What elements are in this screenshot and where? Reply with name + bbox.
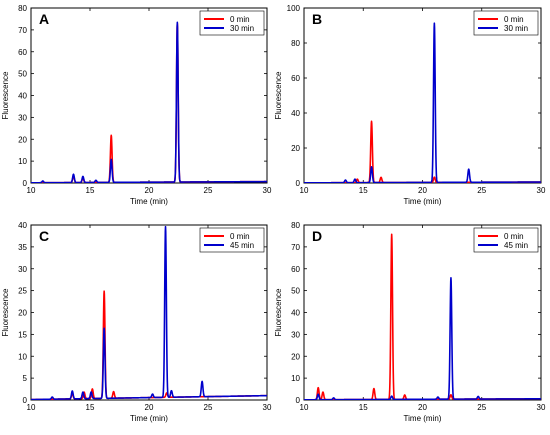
series-line-0-min: [31, 290, 267, 400]
y-axis-label: Fluorescence: [274, 288, 283, 337]
legend-label: 0 min: [230, 15, 250, 24]
panel-letter: D: [312, 228, 322, 244]
y-tick-label: 50: [291, 287, 300, 296]
x-tick-label: 15: [86, 186, 95, 195]
y-tick-label: 30: [291, 330, 300, 339]
x-tick-label: 30: [537, 186, 546, 195]
y-tick-label: 50: [18, 70, 27, 79]
y-tick-label: 10: [291, 374, 300, 383]
y-tick-label: 70: [18, 26, 27, 35]
y-tick-label: 5: [23, 374, 28, 383]
y-tick-label: 60: [291, 74, 300, 83]
legend-box: [199, 10, 265, 36]
panel-letter: A: [39, 11, 49, 27]
y-tick-label: 0: [23, 396, 28, 405]
y-tick-label: 0: [296, 179, 301, 188]
legend-label: 0 min: [230, 232, 250, 241]
legend-label: 0 min: [504, 232, 524, 241]
series-line-0-min: [304, 233, 541, 400]
x-tick-label: 15: [359, 186, 368, 195]
panel-letter: B: [312, 11, 322, 27]
y-tick-label: 80: [291, 39, 300, 48]
x-tick-label: 20: [145, 186, 154, 195]
legend-box: [473, 227, 539, 253]
x-tick-label: 25: [204, 403, 213, 412]
y-tick-label: 40: [18, 221, 27, 230]
y-tick-label: 40: [291, 109, 300, 118]
y-tick-label: 30: [18, 265, 27, 274]
x-axis-label: Time (min): [130, 414, 168, 423]
legend-box: [473, 10, 539, 36]
legend-label: 45 min: [504, 241, 528, 250]
legend-label: 30 min: [230, 24, 254, 33]
y-tick-label: 30: [18, 113, 27, 122]
x-tick-label: 25: [477, 186, 486, 195]
y-tick-label: 100: [287, 4, 301, 13]
x-tick-label: 20: [418, 186, 427, 195]
y-tick-label: 60: [18, 48, 27, 57]
x-axis-label: Time (min): [130, 197, 168, 206]
y-tick-label: 20: [291, 144, 300, 153]
legend-label: 0 min: [504, 15, 524, 24]
y-tick-label: 25: [18, 287, 27, 296]
series-line-45-min: [304, 276, 541, 400]
x-tick-label: 10: [300, 403, 309, 412]
x-tick-label: 20: [418, 403, 427, 412]
legend-box: [199, 227, 265, 253]
series-line-0-min: [31, 22, 267, 183]
y-tick-label: 10: [18, 157, 27, 166]
y-tick-label: 40: [18, 92, 27, 101]
x-tick-label: 10: [300, 186, 309, 195]
series-line-30-min: [31, 21, 267, 183]
x-tick-label: 15: [86, 403, 95, 412]
y-tick-label: 20: [18, 135, 27, 144]
x-tick-label: 30: [537, 403, 546, 412]
y-axis-label: Fluorescence: [1, 71, 10, 120]
y-tick-label: 80: [18, 4, 27, 13]
y-axis-label: Fluorescence: [1, 288, 10, 337]
y-axis-label: Fluorescence: [274, 71, 283, 120]
panel-letter: C: [39, 228, 49, 244]
x-tick-label: 30: [263, 403, 272, 412]
x-axis-label: Time (min): [404, 414, 442, 423]
y-tick-label: 10: [18, 352, 27, 361]
series-line-30-min: [304, 22, 541, 183]
legend-label: 45 min: [230, 241, 254, 250]
series-line-45-min: [31, 225, 267, 400]
x-tick-label: 25: [204, 186, 213, 195]
x-tick-label: 10: [27, 186, 36, 195]
legend-label: 30 min: [504, 24, 528, 33]
x-tick-label: 20: [145, 403, 154, 412]
x-axis-label: Time (min): [404, 197, 442, 206]
y-tick-label: 0: [296, 396, 301, 405]
y-tick-label: 70: [291, 243, 300, 252]
y-tick-label: 15: [18, 330, 27, 339]
y-tick-label: 35: [18, 243, 27, 252]
y-tick-label: 40: [291, 309, 300, 318]
y-tick-label: 20: [18, 309, 27, 318]
y-tick-label: 80: [291, 221, 300, 230]
y-tick-label: 20: [291, 352, 300, 361]
series-line-0-min: [304, 120, 541, 183]
x-tick-label: 25: [477, 403, 486, 412]
x-tick-label: 15: [359, 403, 368, 412]
y-tick-label: 60: [291, 265, 300, 274]
x-tick-label: 30: [263, 186, 272, 195]
chart-panel-c: 10 15 20 25 30 0 5 10 15 20 25 30 35 40 Time (min) Fluo…: [1, 221, 272, 423]
chart-panel-b: 10 15 20 25 30 0 20 40 60 80 100 Time (min) Fluoresc…: [274, 4, 546, 206]
y-tick-label: 0: [23, 179, 28, 188]
x-tick-label: 10: [27, 403, 36, 412]
